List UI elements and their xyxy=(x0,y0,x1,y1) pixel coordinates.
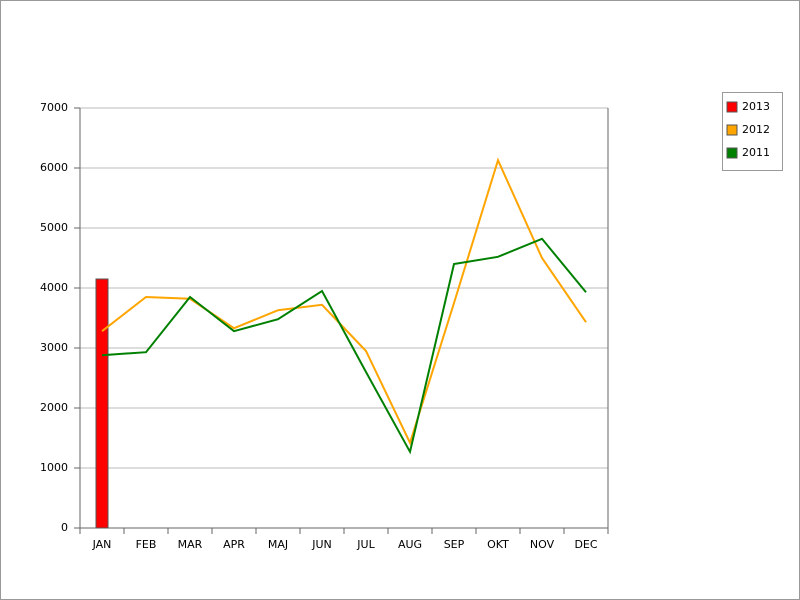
x-tick-label: OKT xyxy=(487,538,509,551)
line xyxy=(101,157,587,446)
y-tick-label: 1000 xyxy=(40,461,68,474)
line xyxy=(101,237,587,455)
bar xyxy=(95,278,109,529)
legend-label: 2011 xyxy=(742,146,770,159)
legend-swatch xyxy=(726,124,738,136)
y-tick-label: 2000 xyxy=(40,401,68,414)
x-tick-label: JUN xyxy=(311,538,332,551)
legend-label: 2013 xyxy=(742,100,770,113)
y-tick-label: 7000 xyxy=(40,101,68,114)
y-tick-label: 4000 xyxy=(40,281,68,294)
legend-swatch xyxy=(726,101,738,113)
y-tick-label: 6000 xyxy=(40,161,68,174)
x-tick-label: JUL xyxy=(356,538,375,551)
legend-label: 2012 xyxy=(742,123,770,136)
x-tick-label: MAJ xyxy=(268,538,288,551)
x-tick-label: AUG xyxy=(398,538,422,551)
y-tick-label: 0 xyxy=(61,521,68,534)
x-tick-label: JAN xyxy=(92,538,112,551)
y-tick-label: 3000 xyxy=(40,341,68,354)
legend-swatch xyxy=(726,147,738,159)
x-tick-label: NOV xyxy=(530,538,555,551)
x-tick-label: APR xyxy=(223,538,245,551)
x-tick-label: SEP xyxy=(444,538,465,551)
x-tick-label: FEB xyxy=(136,538,157,551)
x-tick-label: MAR xyxy=(178,538,203,551)
plot-area xyxy=(80,108,608,528)
x-tick-label: DEC xyxy=(574,538,597,551)
y-tick-label: 5000 xyxy=(40,221,68,234)
